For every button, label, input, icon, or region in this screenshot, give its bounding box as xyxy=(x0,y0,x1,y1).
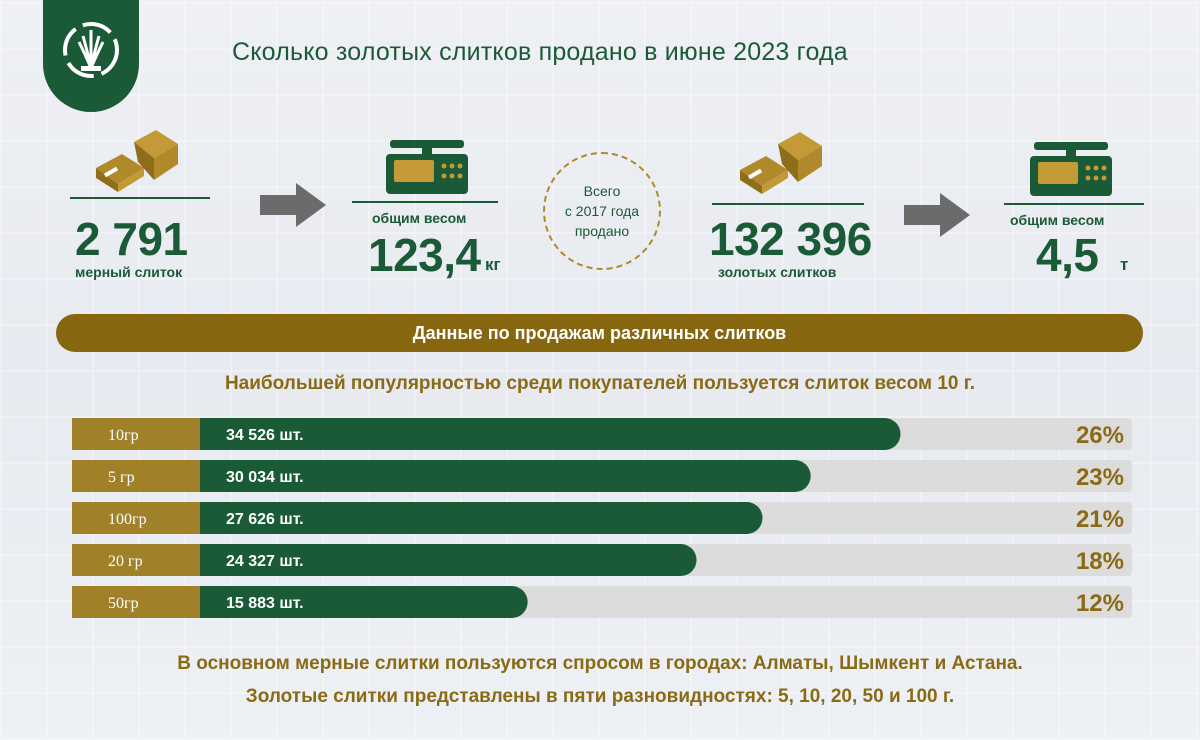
value-label: 34 526 шт. xyxy=(226,427,304,444)
footer-line-1: В основном мерные слитки пользуются спро… xyxy=(177,653,1023,674)
total-weight-unit: т xyxy=(1120,255,1129,274)
arrow-right-icon xyxy=(904,193,970,237)
june-weight-label: общим весом xyxy=(372,210,467,226)
category-cell xyxy=(72,586,210,618)
june-count-label: мерный слиток xyxy=(75,264,183,280)
logo xyxy=(43,0,139,112)
category-label: 10гр xyxy=(108,427,139,444)
category-label: 50гр xyxy=(108,595,139,612)
bar-cap xyxy=(200,544,220,576)
bar-cap xyxy=(200,460,220,492)
category-cell xyxy=(72,502,210,534)
section-banner: Данные по продажам различных слитков xyxy=(56,314,1143,352)
value-label: 27 626 шт. xyxy=(226,511,304,528)
category-cell xyxy=(72,418,210,450)
total-circle: Всего с 2017 года продано xyxy=(543,152,661,270)
category-cell xyxy=(72,460,210,492)
value-label: 24 327 шт. xyxy=(226,553,304,570)
bar-cap xyxy=(200,502,220,534)
june-count: 2 791 xyxy=(75,213,188,265)
percent-label: 18% xyxy=(1076,548,1124,575)
bar-cap xyxy=(200,418,220,450)
value-label: 30 034 шт. xyxy=(226,469,304,486)
wheat-emblem-icon xyxy=(63,22,119,78)
arrow-right-icon xyxy=(260,183,326,227)
total-weight-label: общим весом xyxy=(1010,212,1105,228)
bar xyxy=(200,502,763,534)
total-count-label: золотых слитков xyxy=(718,264,837,280)
total-weight: 4,5 xyxy=(1036,229,1099,281)
bar xyxy=(200,586,528,618)
june-weight: 123,4 xyxy=(368,229,481,281)
percent-label: 26% xyxy=(1076,422,1124,449)
bar xyxy=(200,544,697,576)
divider-line xyxy=(352,201,498,203)
percent-label: 21% xyxy=(1076,506,1124,533)
divider-line xyxy=(712,203,864,205)
scale-icon xyxy=(386,140,468,194)
total-count: 132 396 xyxy=(709,213,872,265)
category-cell xyxy=(72,544,210,576)
bar xyxy=(200,418,901,450)
divider-line xyxy=(1004,203,1144,205)
gold-bar-icon xyxy=(740,132,822,194)
divider-line xyxy=(70,197,210,199)
bar-cap xyxy=(200,586,220,618)
percent-label: 23% xyxy=(1076,464,1124,491)
percent-label: 12% xyxy=(1076,590,1124,617)
chart-subtitle: Наибольшей популярностью среди покупател… xyxy=(224,373,976,394)
total-circle-text: Всего с 2017 года продано xyxy=(564,182,640,240)
value-label: 15 883 шт. xyxy=(226,595,304,612)
footer-line-2: Золотые слитки представлены в пяти разно… xyxy=(245,686,955,707)
scale-icon xyxy=(1030,142,1112,196)
category-label: 20 гр xyxy=(108,553,143,570)
bar xyxy=(200,460,811,492)
gold-bar-icon xyxy=(96,130,178,192)
june-weight-unit: кг xyxy=(485,255,501,274)
category-label: 5 гр xyxy=(108,469,135,486)
category-label: 100гр xyxy=(108,511,147,528)
page-title: Сколько золотых слитков продано в июне 2… xyxy=(232,38,848,66)
